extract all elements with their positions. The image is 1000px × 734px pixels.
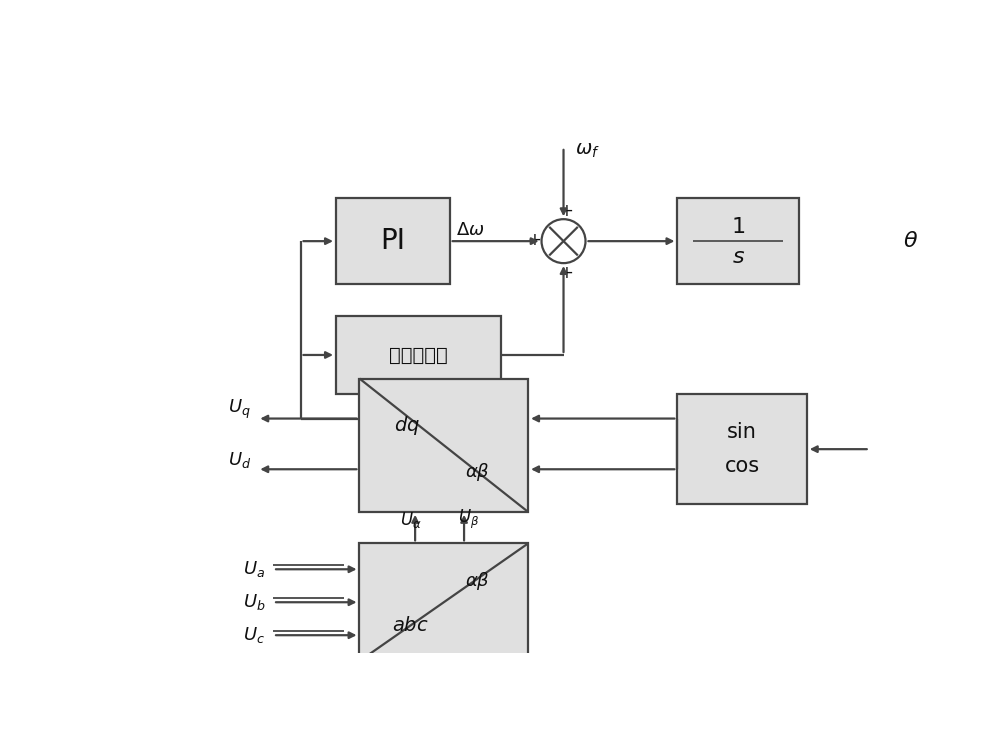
Text: PI: PI bbox=[380, 227, 405, 255]
Text: s: s bbox=[732, 247, 744, 267]
Text: $\theta$: $\theta$ bbox=[903, 231, 918, 251]
Bar bbox=[677, 198, 799, 284]
Text: $U_\beta$: $U_\beta$ bbox=[458, 508, 479, 531]
Text: $U_c$: $U_c$ bbox=[243, 625, 265, 645]
Text: +: + bbox=[560, 203, 574, 220]
Text: $U_b$: $U_b$ bbox=[243, 592, 265, 612]
Text: $\Delta\omega$: $\Delta\omega$ bbox=[456, 221, 485, 239]
Text: 重复控制器: 重复控制器 bbox=[389, 346, 448, 365]
Text: $\alpha\beta$: $\alpha\beta$ bbox=[465, 461, 490, 483]
Bar bbox=[336, 316, 501, 394]
Bar bbox=[336, 198, 450, 284]
Bar bbox=[359, 543, 528, 661]
Text: $U_a$: $U_a$ bbox=[243, 559, 265, 579]
Text: cos: cos bbox=[725, 457, 760, 476]
Text: +: + bbox=[560, 264, 574, 282]
Text: $abc$: $abc$ bbox=[392, 617, 428, 636]
Bar bbox=[359, 379, 528, 512]
Text: $\omega_f$: $\omega_f$ bbox=[575, 142, 599, 160]
Text: $dq$: $dq$ bbox=[394, 414, 420, 437]
Text: $U_d$: $U_d$ bbox=[228, 450, 251, 470]
Text: +: + bbox=[527, 230, 541, 249]
Text: 1: 1 bbox=[731, 217, 745, 237]
Text: $\alpha\beta$: $\alpha\beta$ bbox=[465, 570, 490, 592]
Bar bbox=[677, 394, 807, 504]
Text: $U_\alpha$: $U_\alpha$ bbox=[400, 510, 421, 530]
Text: $U_q$: $U_q$ bbox=[228, 398, 251, 421]
Text: sin: sin bbox=[727, 422, 757, 442]
